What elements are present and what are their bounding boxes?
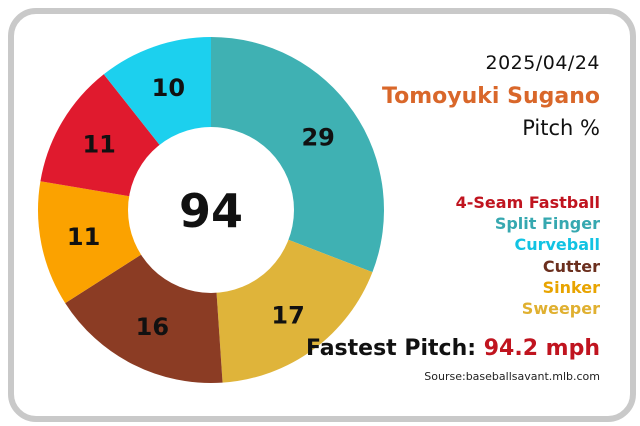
player-name: Tomoyuki Sugano [382,84,600,109]
center-value: 94 [179,184,243,238]
legend-item-curveball: Curveball [514,235,600,255]
source-credit: Sourse:baseballsavant.mlb.com [424,370,600,383]
fastest-pitch: Fastest Pitch: 94.2 mph [306,336,600,361]
legend-item-sinker: Sinker [542,277,600,297]
chart-date: 2025/04/24 [485,52,600,74]
slice-label-sinker: 17 [271,302,304,330]
slice-label-4-seam-fastball: 11 [82,131,115,159]
legend-item-sweeper: Sweeper [521,299,600,319]
legend-item-split-finger: Split Finger [494,214,600,234]
legend: 4-Seam Fastball Split Finger Curveball Cutt… [456,192,600,319]
fastest-pitch-label: Fastest Pitch: [305,336,477,361]
slice-label-sweeper: 11 [67,223,100,251]
slice-labels: 29 17 16 11 11 10 [67,74,335,341]
legend-item-4-seam-fastball: 4-Seam Fastball [455,193,600,212]
chart-subtitle: Pitch % [522,116,600,140]
slice-label-curveball: 10 [152,74,185,102]
fastest-pitch-value: 94.2 mph [483,336,600,361]
slice-label-split-finger: 29 [301,123,334,151]
donut-hole [128,127,294,293]
legend-item-cutter: Cutter [542,256,600,276]
slice-label-cutter: 16 [136,313,169,341]
